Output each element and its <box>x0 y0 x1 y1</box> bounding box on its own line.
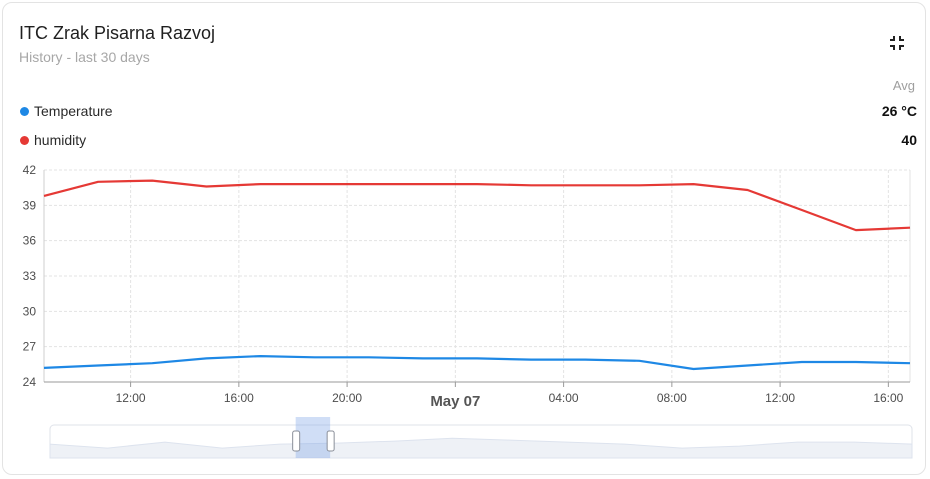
y-tick-label: 36 <box>23 234 37 248</box>
y-tick-label: 42 <box>23 163 37 177</box>
collapse-icon-glyph <box>890 36 904 50</box>
legend-avg-humidity: 40 <box>901 132 917 148</box>
card-title: ITC Zrak Pisarna Razvoj <box>19 23 216 43</box>
avg-column-header: Avg <box>892 78 915 93</box>
x-tick-label: 12:00 <box>116 391 146 405</box>
y-tick-label: 33 <box>23 269 37 283</box>
collapse-icon[interactable] <box>887 33 907 53</box>
x-tick-label: 20:00 <box>332 391 362 405</box>
navigator-handle-left[interactable] <box>292 430 301 452</box>
series-line-temperature <box>43 355 911 371</box>
x-tick-label: 16:00 <box>873 391 903 405</box>
legend-item-humidity[interactable]: humidity 40 <box>17 131 917 151</box>
range-navigator[interactable] <box>49 417 913 459</box>
y-tick-label: 24 <box>23 375 37 389</box>
navigator-window <box>295 417 331 458</box>
x-tick-label: May 07 <box>430 393 480 410</box>
legend-dot-humidity <box>20 136 29 145</box>
legend-avg-temperature: 26 °C <box>881 103 917 119</box>
legend-dot-temperature <box>20 107 29 116</box>
legend-item-temperature[interactable]: Temperature 26 °C <box>17 102 917 122</box>
series-line-humidity <box>43 179 911 232</box>
navigator-area <box>49 437 913 459</box>
x-tick-label: 12:00 <box>765 391 795 405</box>
y-tick-label: 27 <box>23 340 37 354</box>
card-subtitle: History - last 30 days <box>19 49 150 65</box>
x-tick-label: 04:00 <box>549 391 579 405</box>
legend-label-temperature: Temperature <box>34 103 113 119</box>
y-tick-label: 30 <box>23 304 37 318</box>
x-tick-label: 08:00 <box>657 391 687 405</box>
legend-label-humidity: humidity <box>34 132 87 148</box>
navigator-handle-right[interactable] <box>326 430 335 452</box>
x-tick-label: 16:00 <box>224 391 254 405</box>
y-tick-label: 39 <box>23 198 37 212</box>
